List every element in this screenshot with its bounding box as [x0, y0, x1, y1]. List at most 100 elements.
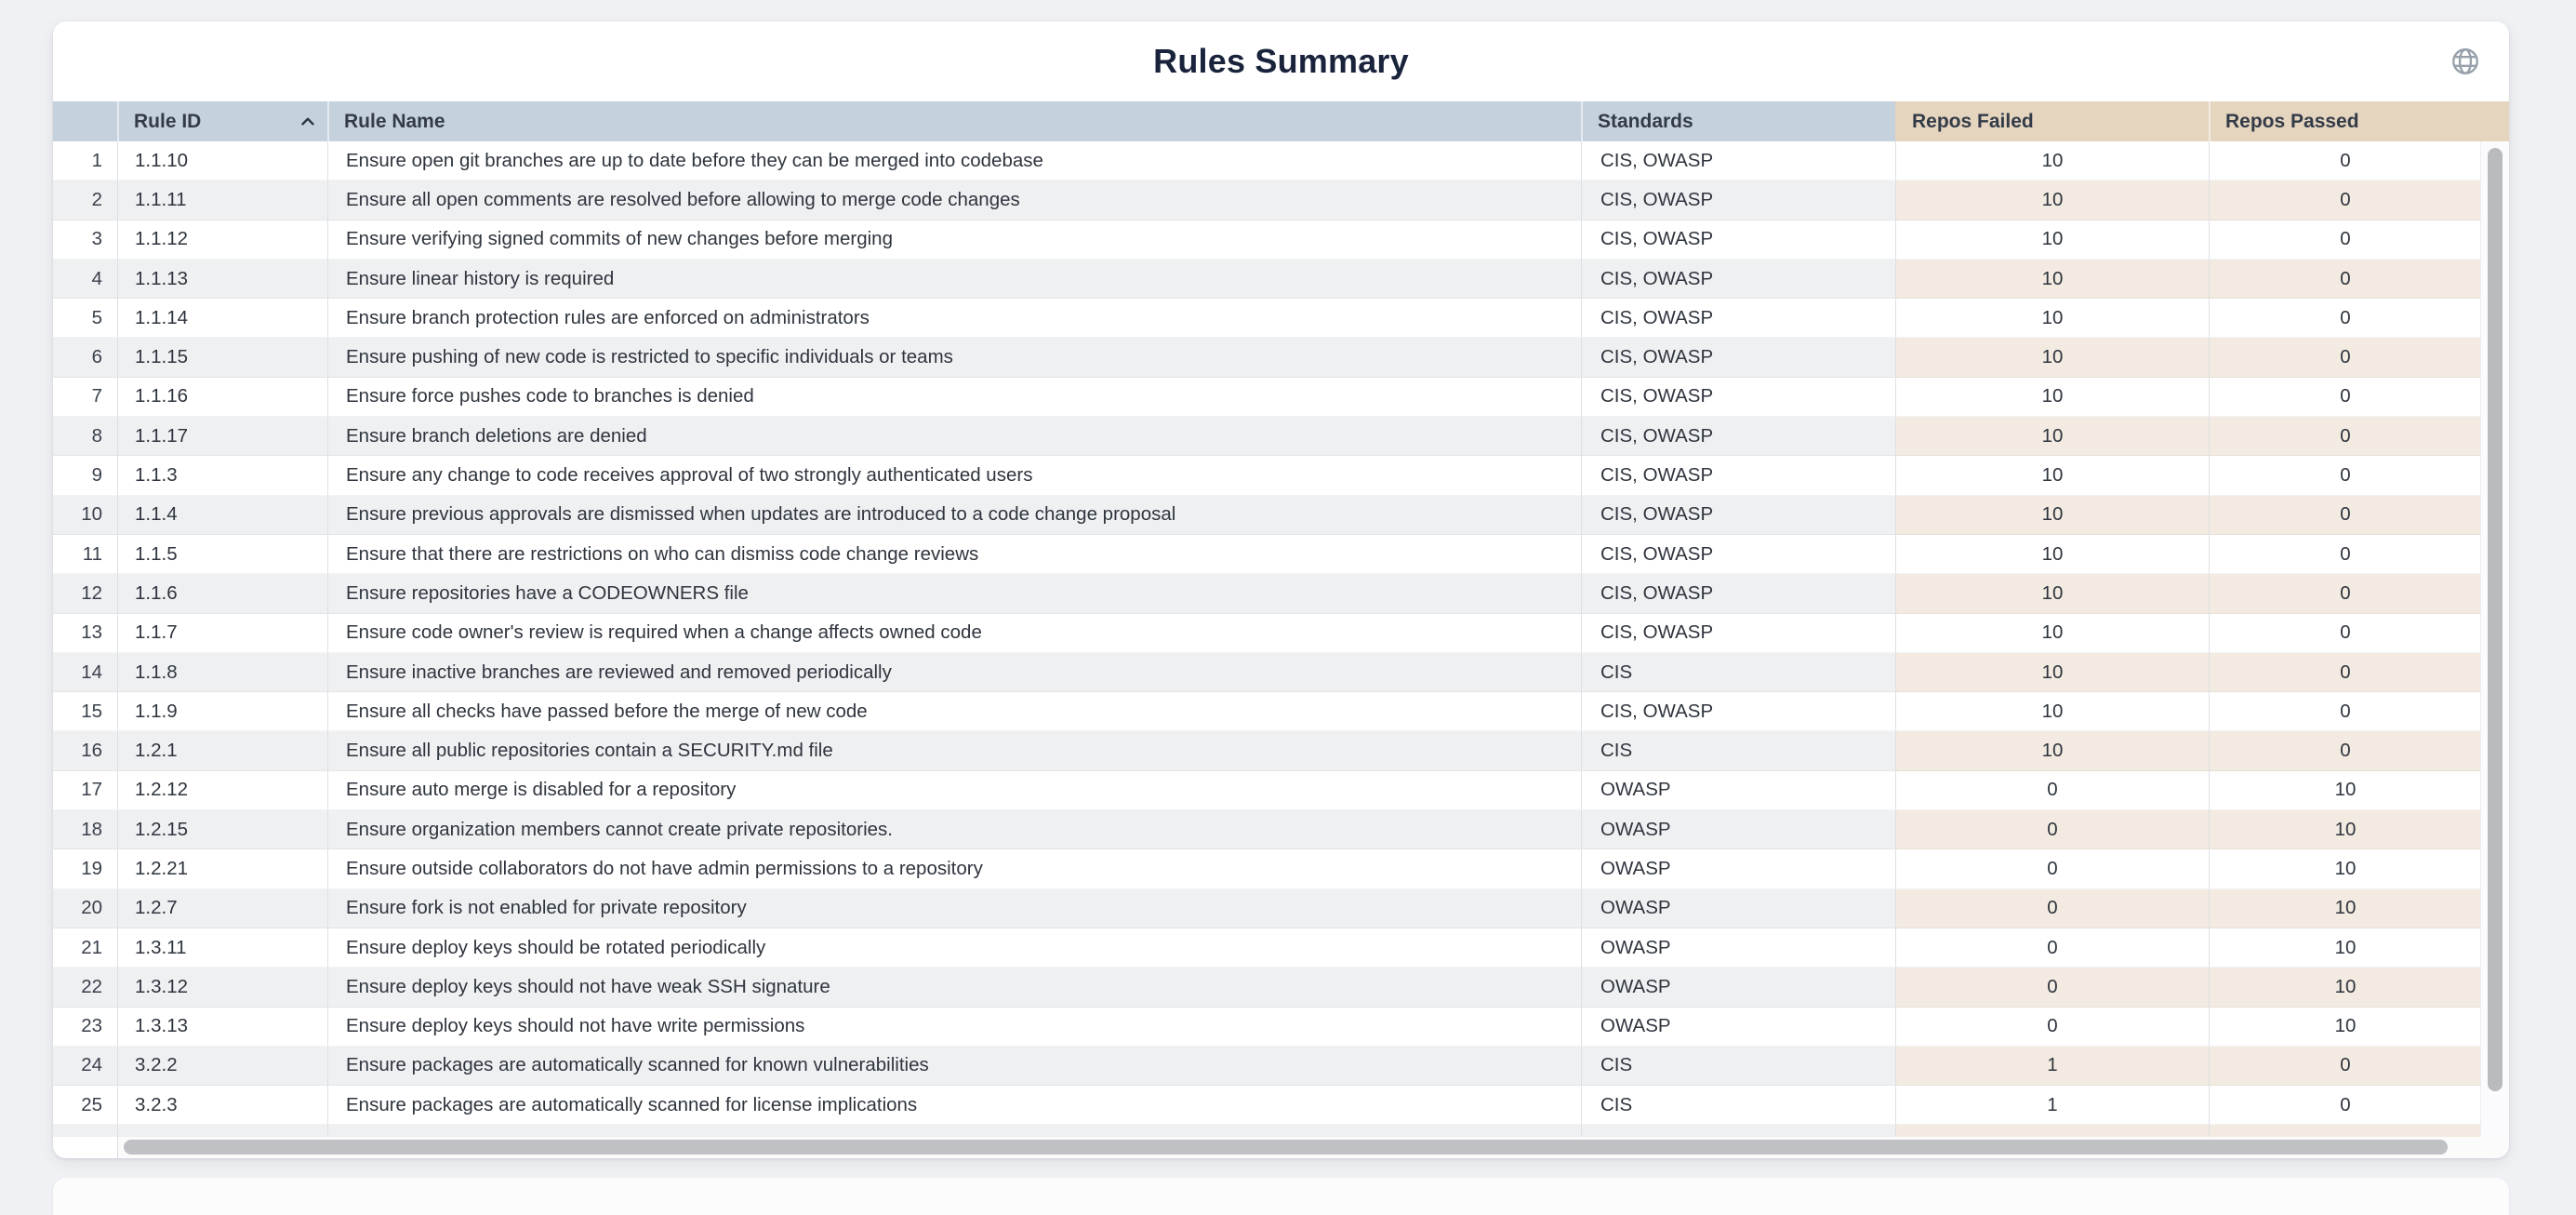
table-row[interactable]: 11 1.1.5 Ensure that there are restriction…: [53, 534, 2481, 575]
globe-icon: [2450, 46, 2481, 77]
column-header-rule-name[interactable]: Rule Name: [327, 101, 1581, 141]
table-row[interactable]: 19 1.2.21 Ensure outside collaborators do …: [53, 849, 2481, 889]
cell-repos-passed: 0: [2209, 338, 2481, 378]
cell-repos-failed: 10: [1895, 456, 2209, 496]
table-row[interactable]: 4 1.1.13 Ensure linear history is required…: [53, 259, 2481, 300]
cell-repos-passed: 0: [2209, 1046, 2481, 1087]
cell-rule-name: Ensure all checks have passed before the…: [327, 692, 1581, 732]
cell-repos-passed: 10: [2209, 849, 2481, 889]
table-row[interactable]: 9 1.1.3 Ensure any change to code receives…: [53, 456, 2481, 496]
cell-row-number: 25: [53, 1086, 117, 1126]
cell-rule-name: Ensure outside collaborators do not have…: [327, 849, 1581, 889]
cell-standards: CIS, OWASP: [1581, 220, 1895, 260]
cell-rule-id: 1.2.12: [117, 770, 327, 811]
column-label: Repos Passed: [2225, 110, 2359, 132]
cell-row-number: 24: [53, 1046, 117, 1087]
cell-rule-id: 1.2.21: [117, 849, 327, 889]
table-row[interactable]: 7 1.1.16 Ensure force pushes code to branc…: [53, 377, 2481, 418]
cell-repos-passed: 0: [2209, 731, 2481, 771]
vertical-scrollbar-thumb[interactable]: [2488, 148, 2503, 1091]
cell-repos-failed: 10: [1895, 652, 2209, 693]
cell-rule-name: Ensure deploy keys should not have weak …: [327, 968, 1581, 1008]
cell-repos-passed: [2209, 1125, 2481, 1137]
globe-button[interactable]: [2450, 46, 2481, 77]
table-row[interactable]: 18 1.2.15 Ensure organization members cann…: [53, 810, 2481, 850]
cell-rule-id: 1.1.13: [117, 259, 327, 300]
table-row[interactable]: 20 1.2.7 Ensure fork is not enabled for pr…: [53, 888, 2481, 928]
cell-repos-failed: 10: [1895, 574, 2209, 614]
column-header-rule-id[interactable]: Rule ID: [117, 101, 327, 141]
cell-standards: OWASP: [1581, 888, 1895, 928]
cell-row-number: 13: [53, 613, 117, 653]
scrollbar-corner: [53, 1137, 118, 1158]
cell-repos-failed: 10: [1895, 180, 2209, 220]
table-row[interactable]: 3 1.1.12 Ensure verifying signed commits o…: [53, 220, 2481, 260]
table-row[interactable]: 22 1.3.12 Ensure deploy keys should not ha…: [53, 968, 2481, 1008]
horizontal-scrollbar[interactable]: [53, 1137, 2509, 1158]
cell-row-number: 23: [53, 1007, 117, 1047]
cell-rule-name: Ensure any change to code receives appro…: [327, 456, 1581, 496]
cell-rule-id: 1.1.5: [117, 534, 327, 575]
cell-rule-id: 1.1.12: [117, 220, 327, 260]
table-row[interactable]: 13 1.1.7 Ensure code owner's review is req…: [53, 613, 2481, 653]
cell-rule-name: Ensure branch protection rules are enfor…: [327, 299, 1581, 339]
vertical-scrollbar[interactable]: [2480, 141, 2509, 1137]
cell-rule-name: Ensure inactive branches are reviewed an…: [327, 652, 1581, 693]
cell-standards: CIS, OWASP: [1581, 338, 1895, 378]
table-row[interactable]: 16 1.2.1 Ensure all public repositories co…: [53, 731, 2481, 771]
cell-row-number: 3: [53, 220, 117, 260]
table-row[interactable]: 24 3.2.2 Ensure packages are automatically…: [53, 1046, 2481, 1087]
table-row[interactable]: 17 1.2.12 Ensure auto merge is disabled fo…: [53, 770, 2481, 811]
page: { "page": { "background": "#eff1f4", "ti…: [53, 21, 2509, 1215]
table-row[interactable]: 25 3.2.3 Ensure packages are automatically…: [53, 1086, 2481, 1126]
cell-repos-failed: 10: [1895, 338, 2209, 378]
column-header-repos-passed[interactable]: Repos Passed: [2209, 101, 2481, 141]
cell-repos-passed: 0: [2209, 259, 2481, 300]
cell-rule-id: 1.1.14: [117, 299, 327, 339]
cell-standards: CIS, OWASP: [1581, 574, 1895, 614]
cell-rule-name: Ensure auto merge is disabled for a repo…: [327, 770, 1581, 811]
column-header-standards[interactable]: Standards: [1581, 101, 1895, 141]
cell-repos-failed: 10: [1895, 377, 2209, 418]
cell-row-number: 14: [53, 652, 117, 693]
table-row[interactable]: 15 1.1.9 Ensure all checks have passed bef…: [53, 692, 2481, 732]
cell-standards: CIS, OWASP: [1581, 456, 1895, 496]
cell-repos-failed: 0: [1895, 849, 2209, 889]
cell-repos-passed: 10: [2209, 928, 2481, 968]
cell-repos-passed: 10: [2209, 770, 2481, 811]
cell-standards: CIS: [1581, 1086, 1895, 1126]
cell-row-number: 10: [53, 495, 117, 535]
table-row[interactable]: 14 1.1.8 Ensure inactive branches are revi…: [53, 652, 2481, 693]
cell-standards: OWASP: [1581, 1007, 1895, 1047]
column-header-repos-failed[interactable]: Repos Failed: [1895, 101, 2209, 141]
cell-repos-passed: 0: [2209, 456, 2481, 496]
cell-repos-passed: 0: [2209, 417, 2481, 457]
column-label: Repos Failed: [1912, 110, 2034, 132]
cell-standards: OWASP: [1581, 810, 1895, 850]
cell-standards: OWASP: [1581, 770, 1895, 811]
column-header-index: [53, 101, 117, 141]
table-row[interactable]: 2 1.1.11 Ensure all open comments are reso…: [53, 180, 2481, 220]
cell-row-number: 6: [53, 338, 117, 378]
table-row-clipped: [53, 1125, 2481, 1137]
table-row[interactable]: 1 1.1.10 Ensure open git branches are up t…: [53, 141, 2481, 181]
table-row[interactable]: 5 1.1.14 Ensure branch protection rules ar…: [53, 299, 2481, 339]
table-row[interactable]: 6 1.1.15 Ensure pushing of new code is res…: [53, 338, 2481, 378]
cell-standards: CIS, OWASP: [1581, 259, 1895, 300]
cell-rule-name: Ensure all public repositories contain a…: [327, 731, 1581, 771]
table-row[interactable]: 12 1.1.6 Ensure repositories have a CODEOW…: [53, 574, 2481, 614]
table-row[interactable]: 21 1.3.11 Ensure deploy keys should be rot…: [53, 928, 2481, 968]
cell-standards: CIS: [1581, 731, 1895, 771]
table-row[interactable]: 10 1.1.4 Ensure previous approvals are dis…: [53, 495, 2481, 535]
table-row[interactable]: 23 1.3.13 Ensure deploy keys should not ha…: [53, 1007, 2481, 1047]
cell-repos-passed: 0: [2209, 692, 2481, 732]
cell-rule-id: 1.3.12: [117, 968, 327, 1008]
cell-repos-failed: 0: [1895, 968, 2209, 1008]
cell-rule-id: 1.3.13: [117, 1007, 327, 1047]
cell-rule-name: Ensure force pushes code to branches is …: [327, 377, 1581, 418]
horizontal-scrollbar-thumb[interactable]: [124, 1140, 2448, 1155]
cell-row-number: [53, 1125, 117, 1137]
cell-repos-passed: 0: [2209, 613, 2481, 653]
table-row[interactable]: 8 1.1.17 Ensure branch deletions are denie…: [53, 417, 2481, 457]
cell-standards: CIS, OWASP: [1581, 180, 1895, 220]
